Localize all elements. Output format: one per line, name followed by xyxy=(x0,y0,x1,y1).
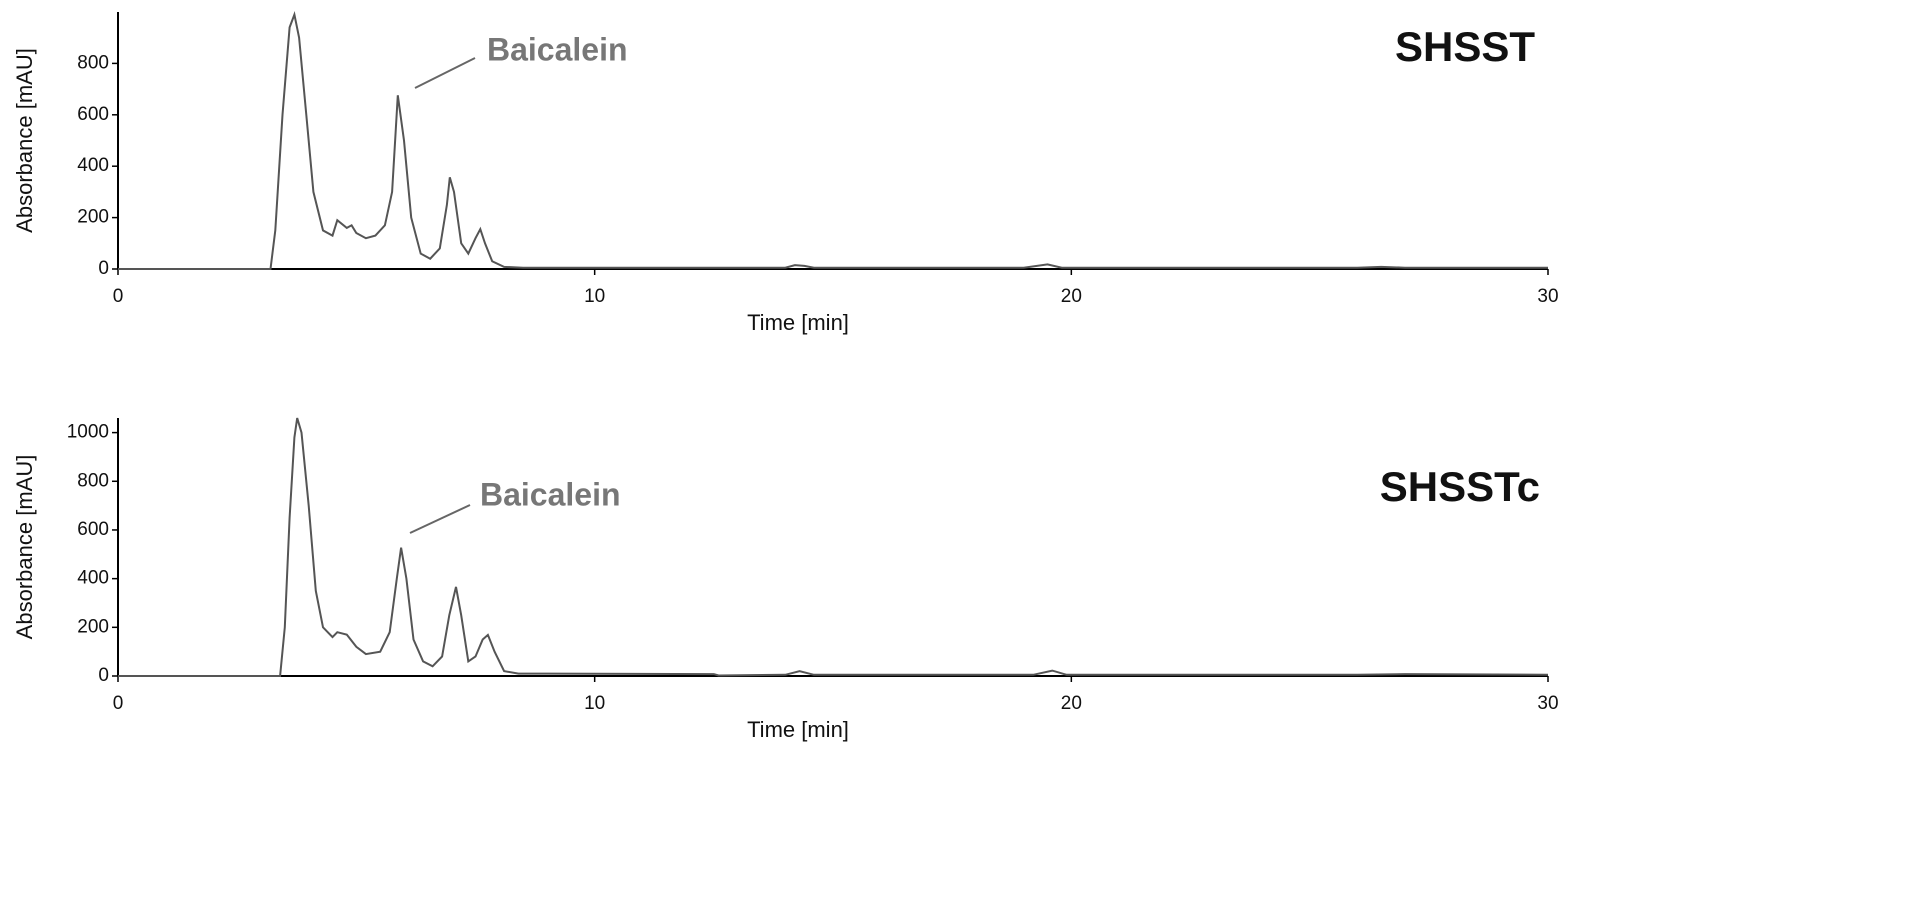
x-tick-label: 0 xyxy=(113,693,124,714)
y-tick-label: 800 xyxy=(77,470,109,491)
panel-title: SHSSTc xyxy=(1380,463,1540,510)
y-tick-label: 600 xyxy=(77,519,109,540)
annotation: Baicalein xyxy=(480,476,621,512)
x-tick-label: 30 xyxy=(1537,693,1558,714)
x-tick-label: 30 xyxy=(1537,286,1558,307)
y-tick-label: 0 xyxy=(98,665,109,686)
y-tick-label: 200 xyxy=(77,207,109,228)
y-tick-label: 400 xyxy=(77,568,109,589)
annotation-leader xyxy=(414,57,476,89)
y-tick-label: 400 xyxy=(77,155,109,176)
y-axis-label: Absorbance [mAU] xyxy=(12,455,37,640)
x-tick-label: 20 xyxy=(1061,693,1082,714)
y-tick-label: 200 xyxy=(77,616,109,637)
trace xyxy=(118,10,1548,270)
y-tick-label: 0 xyxy=(98,258,109,279)
panel-title: SHSST xyxy=(1395,23,1535,70)
x-axis-label: Time [min] xyxy=(747,717,849,742)
trace xyxy=(118,417,1549,677)
y-axis-label: Absorbance [mAU] xyxy=(12,48,37,233)
x-tick-label: 10 xyxy=(584,693,605,714)
annotation: Baicalein xyxy=(487,31,628,67)
y-tick-label: 800 xyxy=(77,52,109,73)
x-tick-label: 0 xyxy=(113,286,124,307)
x-tick-label: 10 xyxy=(584,286,605,307)
y-tick-label: 600 xyxy=(77,104,109,125)
x-axis-label: Time [min] xyxy=(747,310,849,335)
x-tick-label: 20 xyxy=(1061,286,1082,307)
annotation-leader xyxy=(409,504,471,534)
y-tick-label: 1000 xyxy=(67,422,109,443)
